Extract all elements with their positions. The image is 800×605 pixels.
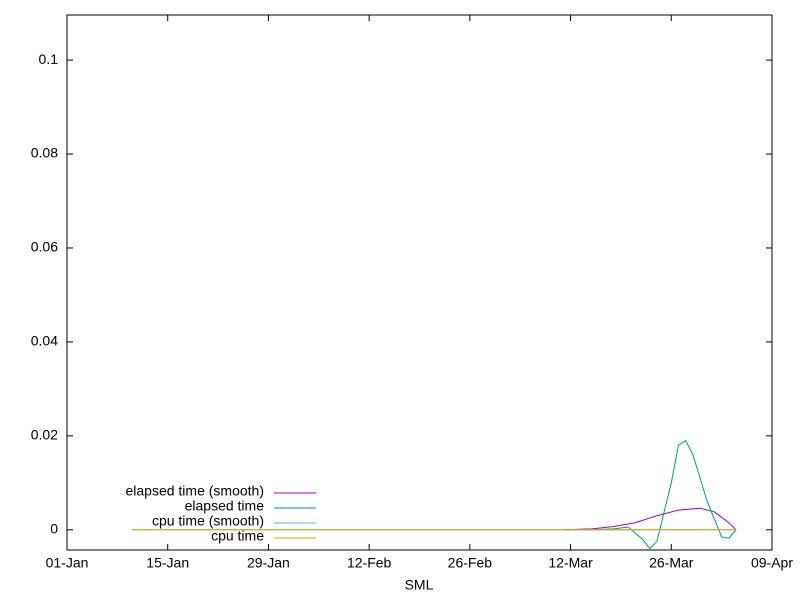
- plot-frame: [66, 14, 773, 551]
- x-axis-label: SML: [405, 577, 434, 593]
- x-tick-label: 12-Mar: [548, 555, 593, 571]
- x-tick-label: 12-Feb: [347, 555, 392, 571]
- y-tick-label: 0.02: [31, 427, 58, 443]
- x-tick-label: 26-Feb: [448, 555, 493, 571]
- series-line: [563, 507, 737, 531]
- y-tick-label: 0.1: [39, 51, 59, 67]
- y-tick-label: 0.06: [31, 239, 58, 255]
- legend-label: elapsed time: [185, 498, 265, 514]
- x-tick-label: 26-Mar: [649, 555, 694, 571]
- y-tick-label: 0.08: [31, 145, 58, 161]
- series-line: [563, 439, 737, 550]
- x-tick-label: 29-Jan: [247, 555, 290, 571]
- legend-label: cpu time: [211, 528, 264, 544]
- x-tick-label: 15-Jan: [146, 555, 189, 571]
- legend-label: cpu time (smooth): [152, 513, 264, 529]
- x-tick-label: 09-Apr: [751, 555, 793, 571]
- y-tick-label: 0: [50, 521, 58, 537]
- x-tick-label: 01-Jan: [46, 555, 89, 571]
- legend-label: elapsed time (smooth): [125, 483, 264, 499]
- y-tick-label: 0.04: [31, 333, 58, 349]
